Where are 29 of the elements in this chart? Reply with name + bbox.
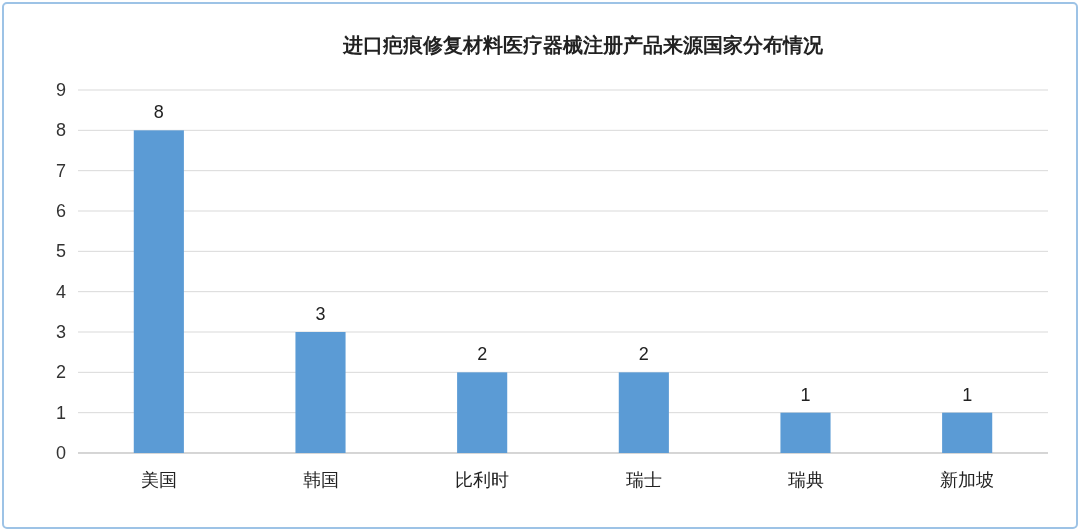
data-label: 1 — [800, 384, 811, 405]
bar — [618, 372, 669, 453]
y-tick-label: 2 — [55, 362, 66, 383]
bar — [295, 332, 346, 453]
y-tick-label: 6 — [55, 201, 66, 221]
y-tick-label: 4 — [55, 281, 66, 302]
y-tick-label: 5 — [55, 241, 66, 262]
x-tick-label: 韩国 — [302, 470, 339, 490]
y-tick-label: 3 — [55, 322, 66, 342]
chart-title: 进口疤痕修复材料医疗器械注册产品来源国家分布情况 — [342, 34, 824, 56]
x-tick-label: 瑞典 — [787, 470, 824, 490]
bar — [457, 372, 508, 453]
y-tick-label: 0 — [55, 443, 66, 463]
y-tick-label: 8 — [55, 120, 66, 141]
y-tick-label: 1 — [55, 402, 66, 423]
data-label: 3 — [315, 304, 326, 324]
data-label: 8 — [153, 102, 164, 123]
data-label: 1 — [962, 384, 973, 405]
x-tick-label: 美国 — [140, 470, 177, 490]
y-tick-label: 7 — [55, 160, 66, 181]
bar — [942, 412, 993, 453]
data-label: 2 — [477, 344, 488, 365]
bar — [780, 412, 831, 453]
y-tick-label: 9 — [55, 80, 66, 100]
bar — [133, 130, 184, 453]
x-tick-label: 瑞士 — [625, 470, 662, 490]
x-tick-label: 比利时 — [455, 470, 510, 490]
x-tick-label: 新加坡 — [940, 470, 995, 490]
data-label: 2 — [638, 344, 649, 365]
